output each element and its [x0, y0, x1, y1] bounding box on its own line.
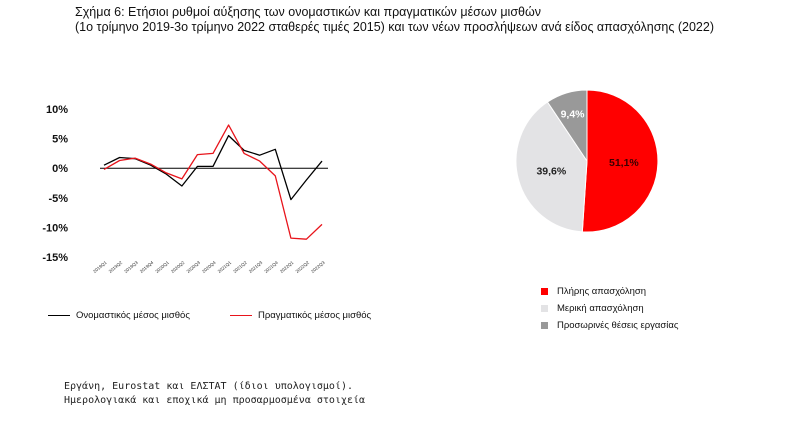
legend-temporary-label: Προσωρινές θέσεις εργασίας [557, 320, 679, 331]
legend-real-swatch [230, 315, 252, 316]
x-tick-label: 2022Q3 [310, 260, 326, 274]
legend-temporary: Προσωρινές θέσεις εργασίας [541, 320, 678, 331]
pie-slice-label: 9,4% [561, 108, 586, 120]
figure-title-line-1: Σχήμα 6: Ετήσιοι ρυθμοί αύξησης των ονομ… [75, 5, 542, 19]
pie-slice-label: 51,1% [609, 157, 639, 169]
x-tick-label: 2019Q1 [92, 260, 108, 274]
legend-full-time-swatch [541, 288, 548, 295]
y-tick-label: 5% [52, 134, 68, 146]
pie-slice-part-time [515, 101, 588, 233]
real-wage-line [103, 124, 323, 240]
legend-part-time: Μερική απασχόληση [541, 303, 644, 314]
x-tick-label: 2020Q1 [154, 260, 170, 274]
source-note-line-1: Εργάνη, Eurostat και ΕΛΣΤΑΤ (ίδιοι υπολο… [64, 381, 353, 392]
new-hires-pie-chart: 51,1% 39,6% 9,4% [515, 89, 659, 233]
x-tick-label: 2020Q4 [201, 260, 217, 274]
x-tick-label: 2022Q1 [279, 260, 295, 274]
figure-title: Σχήμα 6: Ετήσιοι ρυθμοί αύξησης των ονομ… [75, 5, 790, 35]
legend-real: Πραγματικός μέσος μισθός [230, 310, 371, 321]
legend-full-time-label: Πλήρης απασχόληση [557, 286, 647, 297]
y-tick-label: 10% [46, 104, 68, 116]
x-tick-label: 2021Q2 [232, 260, 248, 274]
y-tick-label: -15% [42, 252, 68, 264]
wage-growth-line-chart: 10% 5% 0% -5% -10% -15% 2019Q1 2019Q2 2019Q3 201… [42, 104, 328, 274]
legend-nominal-swatch [48, 315, 70, 316]
pie-slice-full-time [581, 89, 659, 233]
legend-full-time: Πλήρης απασχόληση [541, 286, 646, 297]
x-tick-label: 2020Q2 [170, 260, 186, 274]
legend-part-time-label: Μερική απασχόληση [557, 303, 644, 314]
source-note: Εργάνη, Eurostat και ΕΛΣΤΑΤ (ίδιοι υπολο… [64, 380, 365, 407]
x-tick-label: 2020Q3 [186, 260, 202, 274]
x-tick-label: 2019Q3 [123, 260, 139, 274]
x-tick-label: 2021Q4 [263, 260, 279, 274]
legend-real-label: Πραγματικός μέσος μισθός [258, 310, 372, 321]
x-tick-label: 2021Q3 [248, 260, 264, 274]
x-tick-label: 2019Q4 [139, 260, 155, 274]
figure-title-line-2: (1ο τρίμηνο 2019-3ο τρίμηνο 2022 σταθερέ… [75, 20, 714, 34]
source-note-line-2: Ημερολογιακά και εποχικά μη προσαρμοσμέν… [64, 394, 366, 406]
x-tick-label: 2022Q2 [295, 260, 311, 274]
y-tick-label: 0% [52, 163, 68, 175]
legend-part-time-swatch [541, 305, 548, 312]
legend-temporary-swatch [541, 322, 548, 329]
y-tick-label: -10% [42, 222, 68, 234]
x-tick-label: 2021Q1 [217, 260, 233, 274]
pie-slice-label: 39,6% [536, 166, 566, 178]
y-tick-label: -5% [48, 193, 68, 205]
pie-slice-temporary [546, 89, 588, 163]
legend-nominal-label: Ονομαστικός μέσος μισθός [76, 310, 190, 321]
legend-nominal: Ονομαστικός μέσος μισθός [48, 310, 190, 321]
nominal-wage-line [103, 134, 323, 201]
x-tick-label: 2019Q2 [108, 260, 124, 274]
